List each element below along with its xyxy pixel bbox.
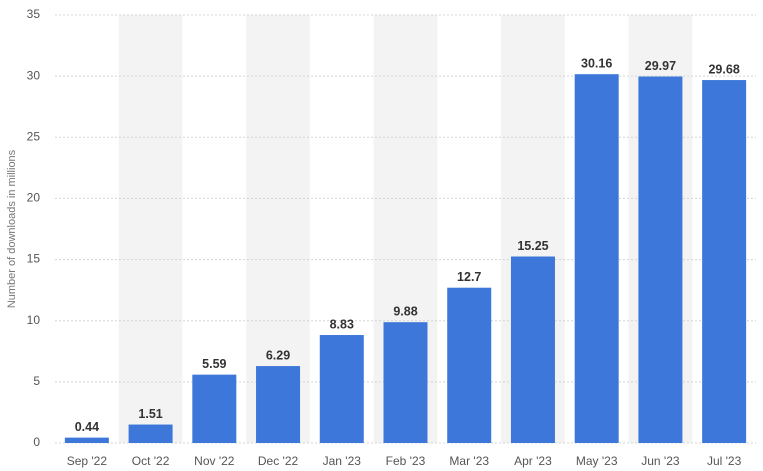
y-tick-label: 5 — [33, 374, 40, 388]
bar — [383, 322, 428, 443]
y-tick-label: 20 — [27, 191, 41, 205]
bar — [256, 366, 301, 443]
bar — [510, 256, 555, 443]
value-label: 30.16 — [581, 56, 612, 70]
x-tick-label: Apr '23 — [514, 454, 552, 468]
bar — [192, 374, 237, 443]
y-tick-label: 35 — [27, 7, 41, 21]
x-tick-label: Mar '23 — [449, 454, 489, 468]
bar — [128, 424, 173, 443]
x-tick-label: Jan '23 — [323, 454, 362, 468]
bar — [64, 437, 109, 443]
x-tick-label: Nov '22 — [194, 454, 235, 468]
x-tick-label: Jul '23 — [707, 454, 742, 468]
value-label: 12.7 — [457, 270, 481, 284]
x-tick-label: Dec '22 — [258, 454, 299, 468]
bar — [319, 335, 364, 443]
bar — [447, 287, 492, 443]
value-label: 0.44 — [75, 420, 99, 434]
x-tick-label: Jun '23 — [641, 454, 680, 468]
value-label: 29.97 — [645, 59, 676, 73]
value-label: 1.51 — [138, 407, 162, 421]
bar — [574, 74, 619, 444]
value-label: 15.25 — [517, 239, 548, 253]
bar — [702, 80, 747, 443]
y-tick-label: 25 — [27, 129, 41, 143]
band — [118, 15, 183, 443]
x-tick-label: May '23 — [576, 454, 618, 468]
value-label: 5.59 — [202, 357, 226, 371]
x-tick-label: Feb '23 — [386, 454, 426, 468]
value-label: 29.68 — [708, 62, 739, 76]
value-label: 9.88 — [393, 304, 417, 318]
bar — [638, 76, 683, 444]
value-label: 6.29 — [266, 348, 290, 362]
y-tick-label: 15 — [27, 252, 41, 266]
x-tick-label: Oct '22 — [132, 454, 170, 468]
y-tick-label: 10 — [27, 313, 41, 327]
y-axis-title: Number of downloads in millions — [6, 149, 18, 308]
y-tick-label: 30 — [27, 68, 41, 82]
value-label: 8.83 — [330, 317, 354, 331]
y-tick-label: 0 — [33, 435, 40, 449]
x-tick-label: Sep '22 — [67, 454, 108, 468]
